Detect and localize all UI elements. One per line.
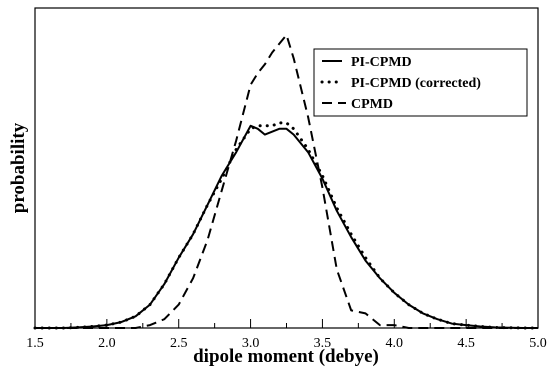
x-tick-label: 4.0 [386,336,404,351]
series-layer [33,34,540,330]
legend-label-cpmd: CPMD [351,97,393,112]
legend: PI-CPMD PI-CPMD (corrected) CPMD [313,48,528,117]
series-line-pi-cpmd [35,124,538,329]
legend-label-pi-cpmd-corrected: PI-CPMD (corrected) [351,76,481,91]
series-line-cpmd [35,34,538,329]
x-tick-label: 2.0 [98,336,116,351]
legend-box [313,48,528,117]
y-axis-label: probability [8,122,29,213]
x-tick-label: 1.5 [26,336,44,351]
x-tick-label: 4.5 [457,336,475,351]
series-line-pi-cpmd-corrected [33,121,540,330]
x-tick-label: 5.0 [529,336,547,351]
x-tick-label: 3.0 [242,336,260,351]
x-ticks: 1.5 2.0 2.5 3.0 3.5 4.0 4.5 5.0 [26,319,547,351]
legend-label-pi-cpmd: PI-CPMD [351,55,412,70]
x-tick-label: 3.5 [314,336,332,351]
x-tick-label: 2.5 [170,336,188,351]
x-axis-label: dipole moment (debye) [193,346,379,367]
